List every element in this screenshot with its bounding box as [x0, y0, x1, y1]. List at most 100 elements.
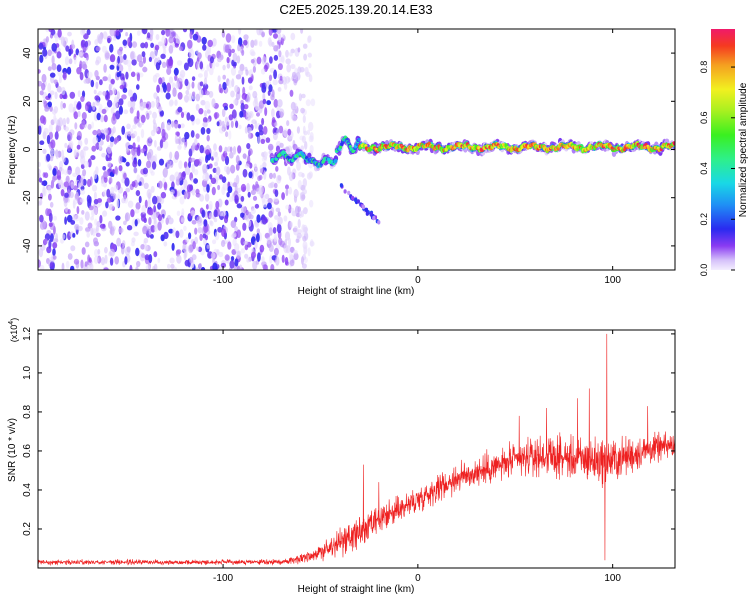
spectrogram-noise-cell — [161, 29, 166, 36]
spectrogram-noise-cell — [127, 131, 132, 137]
spectrogram-noise-cell — [309, 240, 315, 247]
spectrogram-noise-cell — [118, 155, 123, 164]
spectrogram-noise-cell — [219, 174, 223, 180]
spectrogram-noise-cell — [294, 190, 300, 197]
spectrogram-noise-cell — [54, 91, 58, 100]
spectrogram-noise-cell — [177, 124, 181, 129]
spectrogram-noise-cell — [259, 244, 265, 253]
spectrogram-noise-cell — [77, 101, 82, 110]
spectrogram-noise-cell — [254, 39, 259, 47]
spectrogram-noise-cell — [176, 210, 181, 216]
spectrogram-noise-cell — [169, 174, 175, 182]
spectrogram-noise-cell — [133, 231, 139, 237]
spectrogram-noise-cell — [212, 262, 218, 270]
spectrogram-noise-cell — [83, 79, 89, 84]
spectrogram-noise-cell — [170, 263, 175, 269]
spectrogram-noise-cell — [275, 207, 281, 213]
spectrogram-noise-cell — [125, 71, 129, 80]
spectrogram-noise-cell — [180, 111, 185, 119]
spectrogram-noise-cell — [67, 31, 72, 37]
spectrogram-noise-cell — [95, 81, 99, 90]
spectrogram-noise-cell — [65, 260, 70, 269]
spectrogram-noise-cell — [199, 61, 204, 70]
spectrogram-noise-cell — [55, 152, 59, 160]
spectrogram-noise-cell — [246, 258, 250, 263]
spectrogram-noise-cell — [262, 98, 267, 105]
spectrogram-noise-cell — [157, 196, 162, 203]
spectrogram-noise-cell — [48, 212, 53, 223]
snr-y-tick-label: 0.4 — [22, 483, 33, 497]
spectrogram-noise-cell — [191, 81, 195, 89]
spectrogram-noise-cell — [91, 121, 94, 129]
spectrogram-noise-cell — [81, 39, 86, 48]
spectrogram-noise-cell — [122, 240, 126, 247]
spectrogram-noise-cell — [95, 225, 100, 232]
spectrogram-noise-cell — [295, 72, 301, 81]
spectrogram-noise-cell — [84, 241, 90, 248]
spectrogram-noise-cell — [55, 34, 59, 43]
spectrogram-noise-cell — [115, 29, 120, 37]
spectrogram-noise-cell — [96, 112, 101, 121]
spectrogram-noise-cell — [158, 180, 163, 189]
spectrogram-noise-cell — [161, 61, 167, 68]
spectrogram-noise-cell — [171, 242, 175, 251]
spectrogram-noise-cell — [112, 36, 117, 41]
spectrogram-noise-cell — [197, 227, 203, 234]
spectrogram-noise-cell — [217, 184, 221, 191]
spectrogram-noise-cell — [254, 240, 258, 250]
spectrogram-noise-cell — [229, 103, 234, 110]
spectrogram-noise-cell — [64, 216, 67, 225]
spectrogram-noise-cell — [39, 264, 45, 270]
spectrogram-noise-cell — [121, 125, 126, 135]
spectrogram-noise-cell — [137, 159, 142, 167]
spectrogram-noise-cell — [302, 188, 307, 195]
spectrogram-noise-cell — [222, 64, 226, 71]
spectrogram-noise-cell — [143, 237, 149, 244]
spectrogram-noise-cell — [47, 185, 52, 194]
spectrogram-noise-cell — [116, 237, 121, 247]
spectrogram-noise-cell — [258, 174, 263, 181]
spectrogram-noise-cell — [224, 105, 228, 111]
spectrogram-noise-cell — [225, 131, 229, 138]
spectrogram-noise-cell — [111, 115, 117, 125]
spectrogram-noise-cell — [222, 81, 227, 91]
spectrogram-noise-cell — [110, 226, 115, 236]
spectrogram-noise-cell — [224, 118, 230, 126]
spectrogram-noise-cell — [138, 195, 142, 204]
spectrogram-noise-cell — [161, 76, 165, 83]
spectrogram-noise-cell — [276, 223, 282, 234]
spectrogram-noise-cell — [146, 32, 151, 39]
spectrogram-noise-cell — [109, 64, 115, 70]
spectrogram-noise-cell — [115, 110, 121, 120]
snr-panel: -100 0 100 0.2 0.4 0.6 0.8 1.0 1.2 Height of st… — [7, 318, 676, 595]
spectrogram-noise-cell — [175, 35, 181, 45]
spectrogram-noise-cell — [175, 178, 180, 186]
spectrogram-noise-cell — [52, 248, 56, 256]
spectrogram-branch-cell — [364, 207, 368, 213]
spectrogram-noise-cell — [240, 102, 245, 112]
spectrogram-noise-cell — [140, 128, 145, 139]
spectrogram-noise-cell — [276, 29, 282, 34]
spectrogram-noise-cell — [224, 165, 228, 172]
spectrogram-noise-cell — [264, 151, 269, 157]
spectrogram-noise-cell — [257, 252, 261, 262]
spectrogram-noise-cell — [153, 49, 158, 59]
spectrogram-noise-cell — [126, 123, 131, 130]
spectrogram-noise-cell — [52, 255, 57, 260]
spectrogram-noise-cell — [288, 252, 293, 261]
spectrogram-noise-cell — [47, 49, 52, 57]
spectrogram-noise-cell — [250, 39, 255, 48]
spectrogram-noise-cell — [221, 212, 226, 217]
spectrogram-noise-cell — [41, 73, 47, 83]
spectrogram-noise-cell — [64, 126, 69, 132]
spectrogram-noise-cell — [217, 226, 223, 233]
spectrogram-noise-cell — [147, 200, 152, 208]
spectrogram-noise-cell — [51, 43, 57, 52]
spectrogram-noise-cell — [258, 100, 264, 109]
spectrogram-noise-cell — [141, 51, 146, 58]
spectrogram-noise-cell — [161, 128, 166, 139]
spectrogram-noise-cell — [79, 198, 85, 203]
spectrogram-noise-cell — [300, 145, 305, 151]
spectrogram-noise-cell — [64, 142, 68, 148]
spectrogram-noise-cell — [129, 50, 136, 61]
